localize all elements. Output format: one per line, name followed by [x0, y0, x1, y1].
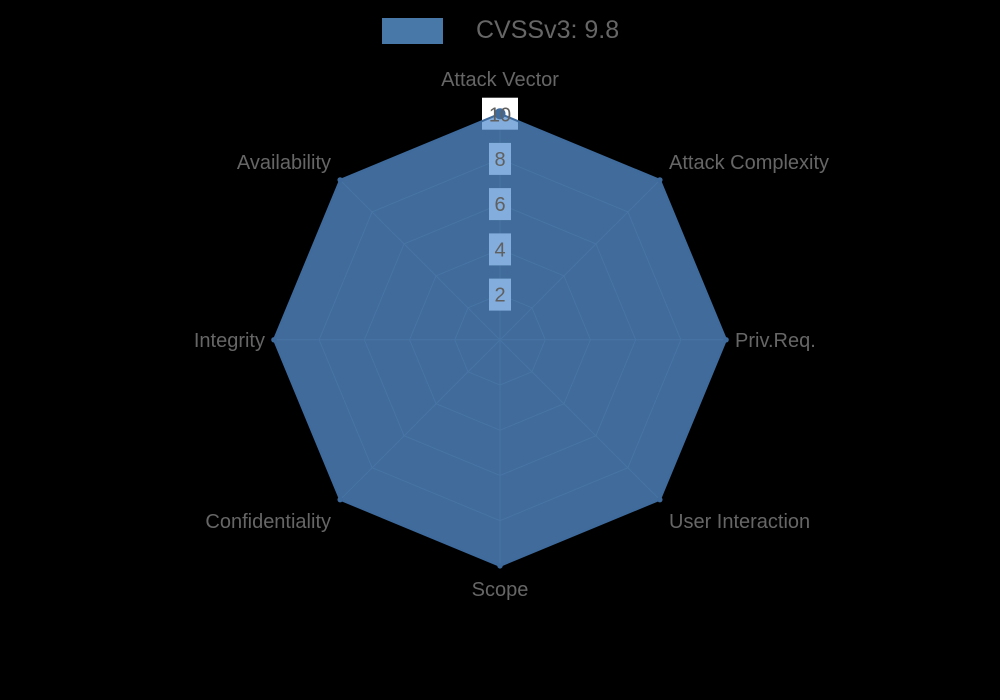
- svg-text:10: 10: [489, 105, 511, 127]
- svg-text:4: 4: [494, 239, 505, 261]
- svg-text:8: 8: [494, 149, 505, 171]
- svg-text:6: 6: [494, 194, 505, 216]
- svg-text:2: 2: [494, 285, 505, 307]
